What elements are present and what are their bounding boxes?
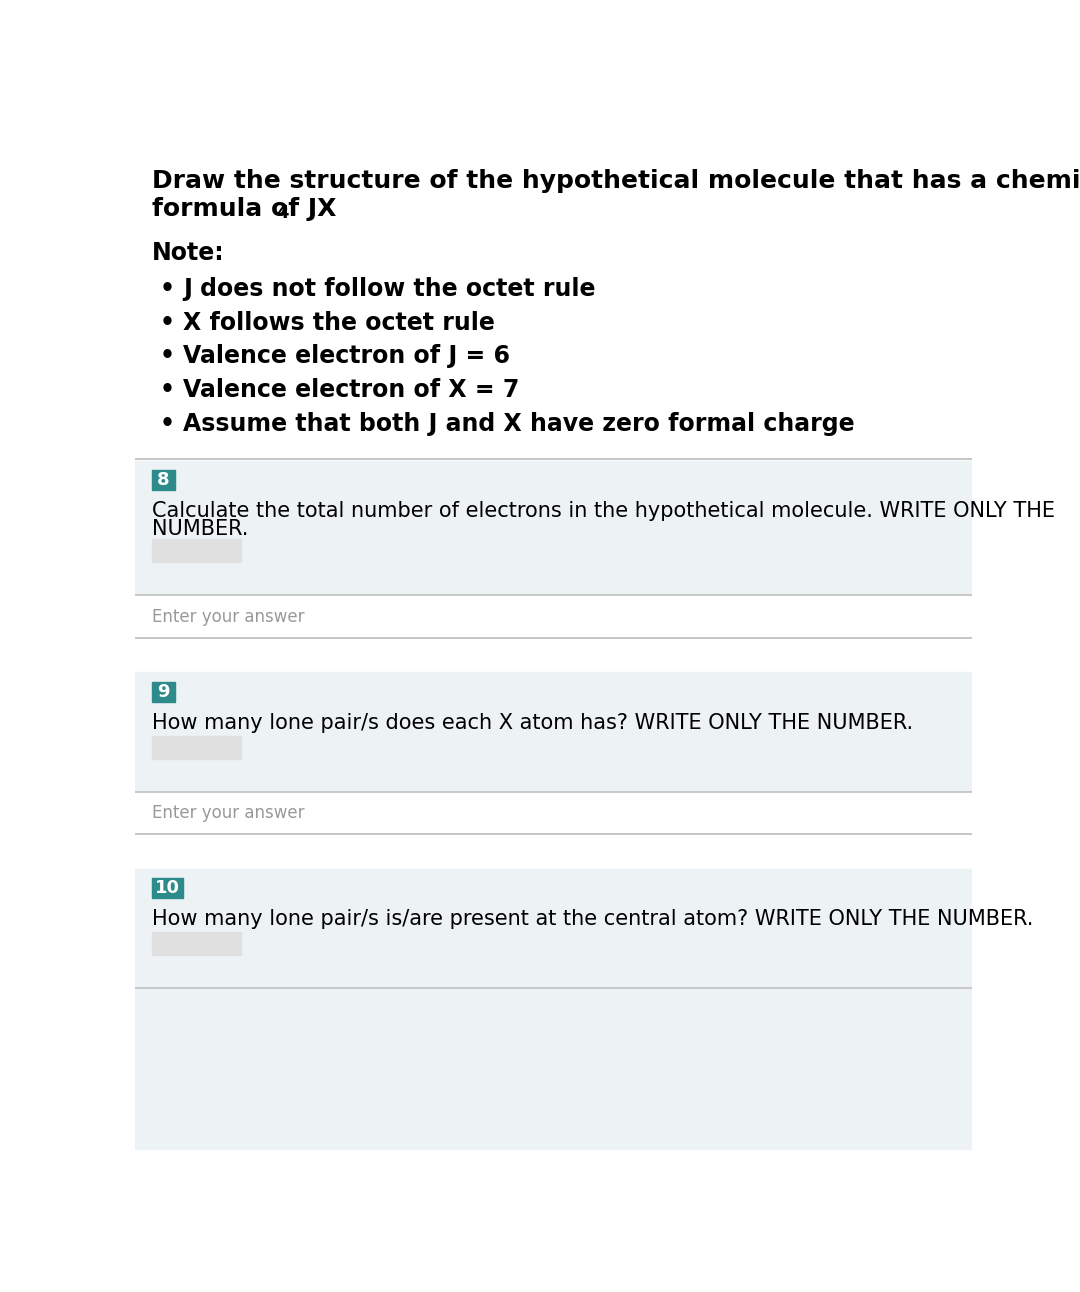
Text: How many lone pair/s does each X atom has? WRITE ONLY THE NUMBER.: How many lone pair/s does each X atom ha… (152, 712, 914, 733)
Bar (135, 155, 972, 459)
Bar (135, 868, 972, 988)
Text: formula of JX: formula of JX (152, 198, 337, 221)
Text: NUMBER.: NUMBER. (152, 519, 248, 539)
Text: How many lone pair/s is/are present at the central atom? WRITE ONLY THE NUMBER.: How many lone pair/s is/are present at t… (152, 908, 1034, 929)
Text: •: • (160, 412, 175, 437)
Text: Valence electron of X = 7: Valence electron of X = 7 (183, 379, 519, 402)
Bar (152, 682, 175, 702)
Text: Calculate the total number of electrons in the hypothetical molecule. WRITE ONLY: Calculate the total number of electrons … (152, 501, 1055, 521)
Bar (152, 735, 241, 758)
Text: X follows the octet rule: X follows the octet rule (183, 310, 495, 335)
Bar (135, 792, 972, 835)
Text: Note:: Note: (152, 242, 225, 265)
Bar (135, 988, 972, 1150)
Text: 10: 10 (156, 879, 180, 897)
Text: •: • (160, 345, 175, 368)
Text: Assume that both J and X have zero formal charge: Assume that both J and X have zero forma… (183, 412, 854, 437)
Text: •: • (160, 310, 175, 335)
Text: Draw the structure of the hypothetical molecule that has a chemical: Draw the structure of the hypothetical m… (152, 169, 1080, 193)
Text: 9: 9 (158, 682, 170, 700)
Bar (152, 470, 175, 490)
Bar (135, 596, 972, 638)
Text: •: • (160, 379, 175, 402)
Text: Enter your answer: Enter your answer (152, 804, 305, 822)
Text: 8: 8 (158, 472, 170, 488)
Text: •: • (160, 276, 175, 301)
Text: Enter your answer: Enter your answer (152, 607, 305, 625)
Text: 4: 4 (276, 204, 288, 221)
Bar (152, 539, 241, 562)
Bar (152, 932, 241, 955)
Bar (135, 672, 972, 792)
Bar (152, 879, 183, 898)
Bar (135, 461, 972, 596)
Text: J does not follow the octet rule: J does not follow the octet rule (183, 276, 595, 301)
Text: Valence electron of J = 6: Valence electron of J = 6 (183, 345, 510, 368)
